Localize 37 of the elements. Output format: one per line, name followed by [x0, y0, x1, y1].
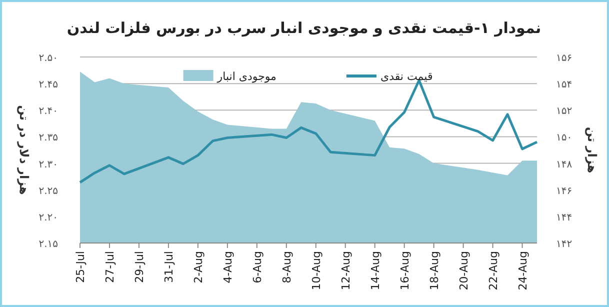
y2-tick-label: ۱۴۴ [556, 212, 572, 224]
y2-tick-label: ۱۴۲ [556, 239, 572, 250]
x-tick-label: 31-Jul [162, 251, 176, 283]
x-tick-label: 8-Aug [280, 251, 294, 284]
y2-tick-label: ۱۴۶ [556, 186, 572, 197]
x-tick-label: 29-Jul [132, 251, 146, 283]
x-tick-label: 25-Jul [74, 251, 87, 283]
x-tick-label: 27-Jul [103, 251, 116, 283]
y-tick-label: ۲.۵۰ [38, 53, 58, 64]
chart-title: نمودار ۱-قیمت نقدی و موجودی انبار سرب در بورس فلزات لندن [66, 19, 542, 37]
x-tick-label: 20-Aug [457, 251, 470, 290]
y-tick-label: ۲.۲۵ [38, 186, 58, 197]
x-tick-label: 4-Aug [221, 251, 234, 284]
x-tick-label: 6-Aug [250, 251, 264, 284]
x-tick-label: 10-Aug [310, 251, 323, 290]
x-tick-label: 2-Aug [192, 251, 205, 284]
y-tick-label: ۲.۲۰ [38, 212, 58, 224]
y-tick-label: ۲.۴۵ [38, 80, 58, 91]
y2-tick-label: ۱۵۰ [556, 132, 572, 144]
x-tick-label: 22-Aug [486, 251, 500, 290]
legend-label: موجودی انبار [216, 70, 277, 83]
y-tick-label: ۲.۳۰ [38, 159, 58, 170]
y2-tick-label: ۱۵۴ [556, 80, 572, 91]
x-tick-label: 16-Aug [398, 251, 412, 290]
y-tick-label: ۲.۴۰ [38, 106, 58, 118]
x-tick-label: 18-Aug [428, 251, 441, 290]
x-tick-label: 24-Aug [516, 251, 530, 290]
y2-tick-label: ۱۵۲ [556, 106, 572, 118]
y-axis-title: هزار دلار در تن [17, 105, 31, 195]
x-tick-label: 12-Aug [339, 251, 352, 290]
legend-label: قیمت نقدی [380, 70, 433, 83]
y-tick-label: ۲.۱۵ [38, 239, 58, 250]
x-tick-label: 14-Aug [368, 251, 382, 290]
y-tick-label: ۲.۳۵ [38, 132, 58, 144]
y2-tick-label: ۱۵۶ [556, 53, 572, 64]
y2-axis-title: هزار تن [585, 126, 599, 174]
y2-tick-label: ۱۴۸ [556, 159, 573, 170]
